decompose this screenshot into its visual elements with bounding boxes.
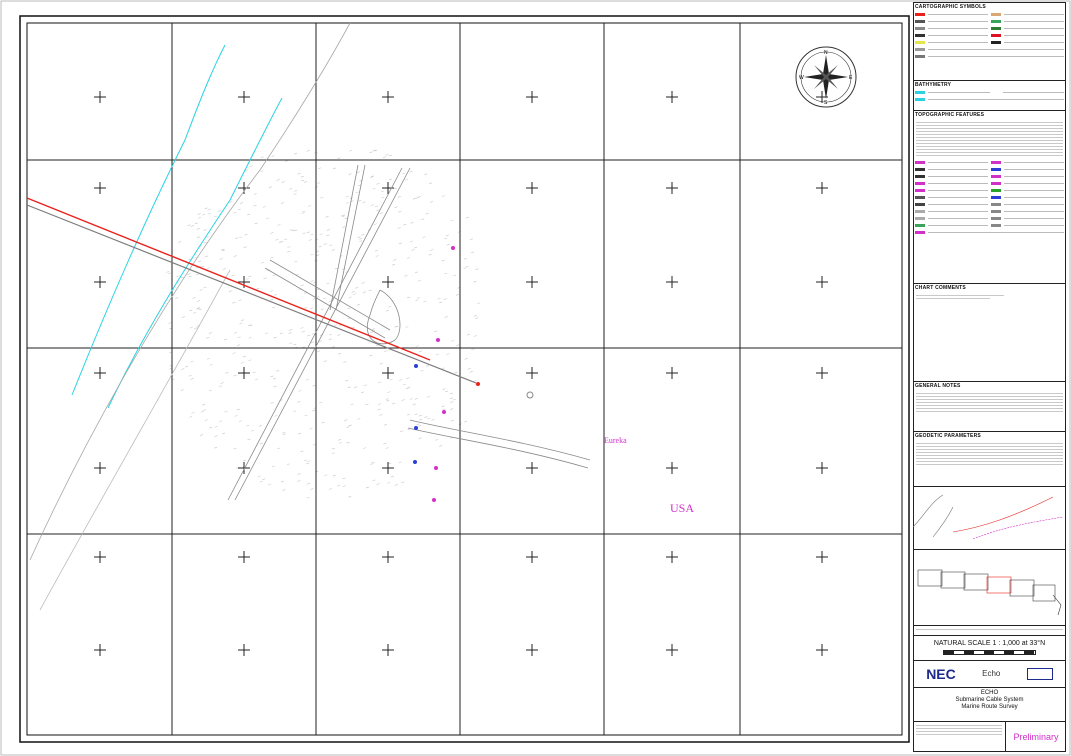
place-label-eureka: Eureka [604, 436, 627, 445]
compass-w: W [799, 75, 804, 81]
grid-cross [816, 462, 828, 474]
grid-cross [238, 462, 250, 474]
general-notes-heading: GENERAL NOTES [915, 383, 961, 389]
legend-bathymetry: BATHYMETRY [913, 81, 1066, 111]
compass-s: S [824, 100, 828, 106]
grid-cross [666, 644, 678, 656]
grid-cross [816, 551, 828, 563]
compass-n: N [824, 50, 828, 56]
grid-cross [666, 551, 678, 563]
scale-text: NATURAL SCALE 1 : 1,000 at 33°N [933, 640, 1046, 647]
grid-cross [526, 551, 538, 563]
route-primary [26, 197, 431, 361]
compass-e: E [849, 75, 853, 81]
status-label: Preliminary [1013, 731, 1059, 742]
grid-cross [238, 367, 250, 379]
seabed-stipple [166, 149, 481, 499]
grid-cross [382, 367, 394, 379]
bathymetry-heading: BATHYMETRY [915, 82, 952, 88]
project-title-box: ECHO Submarine Cable System Marine Route… [913, 688, 1066, 722]
grid-cross [526, 182, 538, 194]
grid-cross [382, 551, 394, 563]
project-line2: Marine Route Survey [961, 704, 1018, 710]
legend-topographic: TOPOGRAPHIC FEATURES [913, 111, 1066, 284]
logo-strip: NEC Echo [913, 661, 1066, 688]
grid-cross [382, 182, 394, 194]
grid-cross [526, 644, 538, 656]
revision-table [913, 722, 1006, 751]
contour-grey-2 [39, 269, 231, 611]
general-notes: GENERAL NOTES [913, 382, 1066, 432]
grid-cross [666, 462, 678, 474]
route-secondary [26, 204, 477, 384]
grid-cross [94, 182, 106, 194]
grid-cross [94, 367, 106, 379]
depth-contour-2 [107, 97, 283, 409]
project-title: ECHO [980, 690, 999, 696]
roads [227, 164, 591, 501]
grid-cross [382, 462, 394, 474]
scale-box: NATURAL SCALE 1 : 1,000 at 33°N [913, 636, 1066, 661]
grid-cross [526, 91, 538, 103]
chart-comments: CHART COMMENTS [913, 284, 1066, 382]
revision-block: Preliminary [913, 722, 1066, 752]
topographic-heading: TOPOGRAPHIC FEATURES [915, 112, 985, 118]
depth-contour-1 [71, 44, 226, 396]
grid-cross [94, 91, 106, 103]
geodetic-parameters: GEODETIC PARAMETERS [913, 432, 1066, 487]
grid-cross [94, 462, 106, 474]
grid-cross [382, 644, 394, 656]
grid-cross [238, 551, 250, 563]
grid-cross [666, 276, 678, 288]
legend-heading: CARTOGRAPHIC SYMBOLS [915, 4, 986, 10]
client-logo: NEC [926, 666, 956, 682]
partner-logo: Echo [982, 669, 1001, 678]
grid-cross [238, 276, 250, 288]
grid-lines [27, 23, 902, 735]
grid-cross [816, 644, 828, 656]
grid-cross [526, 462, 538, 474]
inset-map-sheets [913, 550, 1066, 626]
coastal-features [413, 246, 534, 502]
grid-crosses [94, 91, 828, 656]
grid-cross [382, 276, 394, 288]
project-line1: Submarine Cable System [955, 697, 1024, 703]
grid-cross [94, 276, 106, 288]
inset-map-overview [913, 487, 1066, 550]
disclaimer-text [913, 626, 1066, 636]
grid-cross [526, 367, 538, 379]
legend-cartographic: CARTOGRAPHIC SYMBOLS [913, 3, 1066, 81]
grid-cross [816, 182, 828, 194]
map-border [19, 15, 910, 743]
survey-logo [1026, 668, 1053, 680]
grid-cross [382, 91, 394, 103]
grid-cross [526, 276, 538, 288]
topographic-rows [913, 119, 1066, 159]
scale-bar [943, 650, 1036, 655]
grid-cross [666, 182, 678, 194]
grid-cross [666, 367, 678, 379]
grid-cross [238, 644, 250, 656]
chart-comments-heading: CHART COMMENTS [915, 285, 966, 291]
grid-cross [94, 644, 106, 656]
place-label-usa: USA [670, 501, 694, 515]
grid-cross [816, 276, 828, 288]
neatline [26, 22, 903, 736]
grid-cross [238, 91, 250, 103]
compass-rose-icon: N S E W [795, 46, 857, 108]
geodetic-heading: GEODETIC PARAMETERS [915, 433, 981, 439]
grid-cross [238, 182, 250, 194]
contour-grey-1 [29, 22, 351, 561]
grid-cross [666, 91, 678, 103]
grid-cross [94, 551, 106, 563]
grid-cross [816, 367, 828, 379]
